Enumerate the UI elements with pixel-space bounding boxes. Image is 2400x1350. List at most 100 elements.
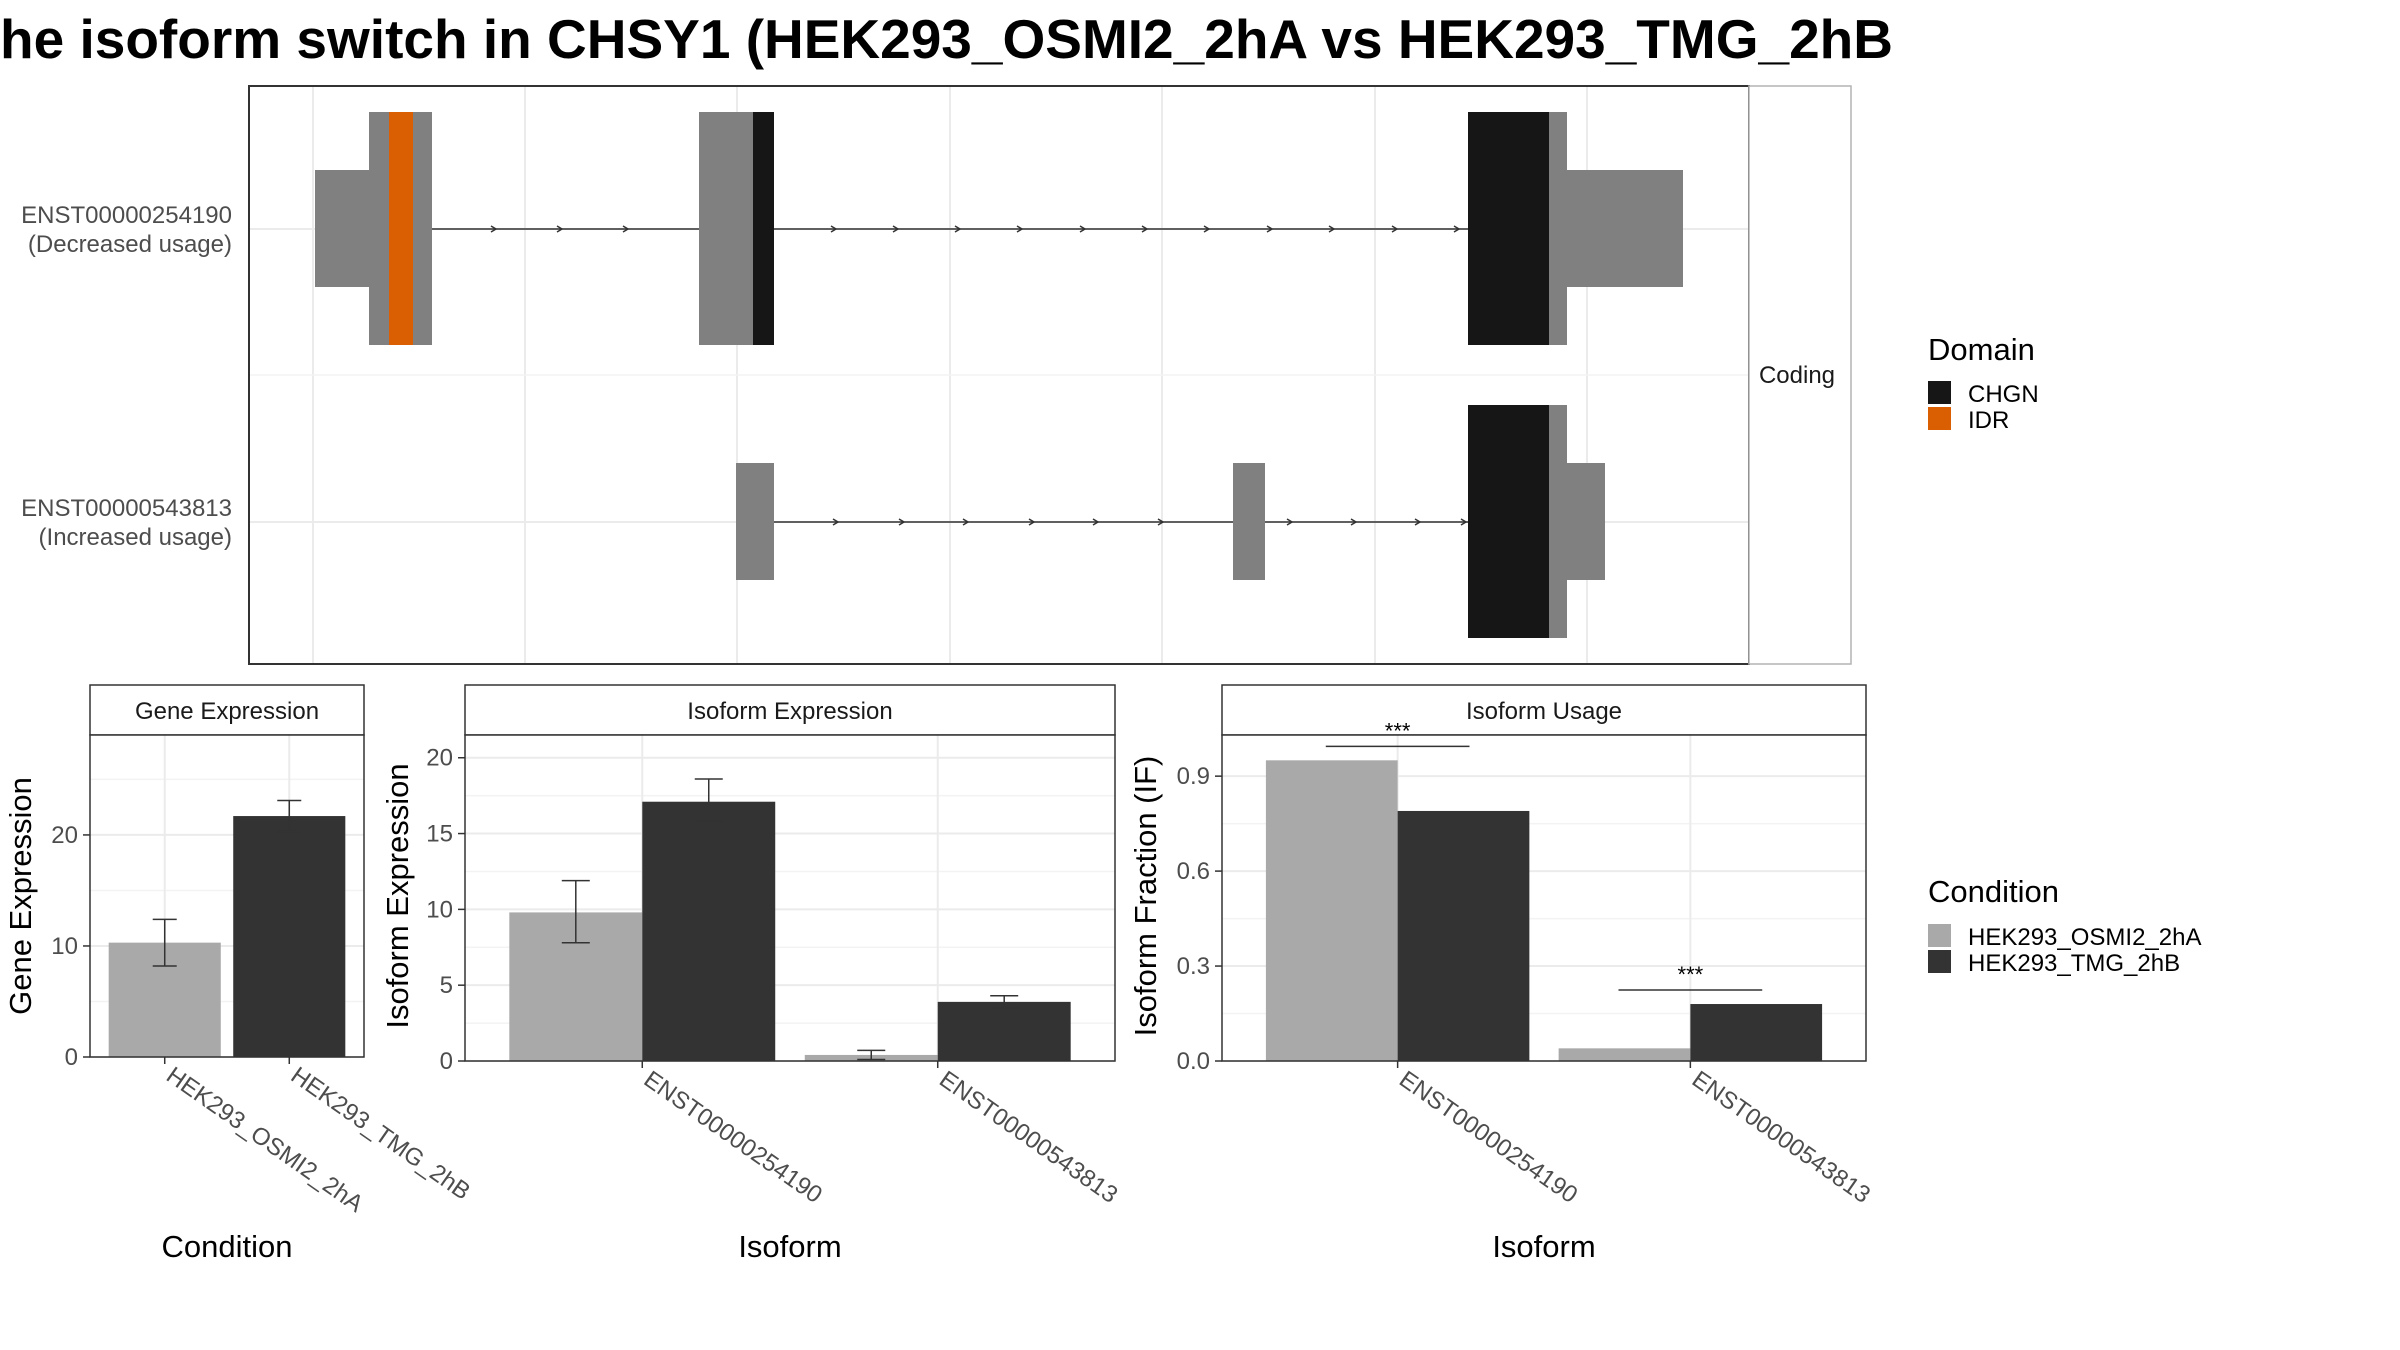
legend-swatch-condition-b: [1928, 950, 1951, 973]
iso-expr-xlabel: Isoform: [738, 1229, 841, 1264]
legend-label-condition-b: HEK293_TMG_2hB: [1968, 950, 2180, 977]
iso-expr-bar: [642, 801, 776, 1061]
transcript-2-track: [736, 405, 1605, 638]
iso-usage-ytick-label: 0.0: [1177, 1048, 1210, 1075]
strand-arrow: [1460, 518, 1468, 526]
strand-arrow: [1391, 225, 1399, 233]
legend-swatch-idr: [1928, 407, 1951, 430]
iso-expr-ytick-label: 15: [426, 821, 453, 848]
strand-arrow: [1286, 518, 1294, 526]
domain-legend-title: Domain: [1928, 332, 2035, 367]
strand-arrow: [832, 518, 840, 526]
transcript-2-utr-5: [736, 463, 774, 580]
strand-arrow: [830, 225, 838, 233]
transcript-1-utr-3: [1567, 170, 1683, 287]
transcript-structure-panel: Coding ENST00000254190 (Decreased usage)…: [21, 85, 1852, 665]
legend-label-chgn: CHGN: [1968, 381, 2039, 408]
strand-arrow: [1016, 225, 1024, 233]
transcript-1-strand-arrows: [490, 225, 1461, 233]
iso-usage-xlabel: Isoform: [1492, 1229, 1595, 1264]
iso-usage-ytick-label: 0.3: [1177, 953, 1210, 980]
iso-usage-ytick-label: 0.6: [1177, 858, 1210, 885]
iso-expr-bar: [937, 1001, 1071, 1061]
iso-expr-ytick-label: 5: [440, 972, 453, 999]
plot-title: he isoform switch in CHSY1 (HEK293_OSMI2…: [0, 8, 1893, 70]
strand-arrow: [1203, 225, 1211, 233]
strand-arrow: [1141, 225, 1149, 233]
gene-expr-strip: [89, 684, 365, 736]
transcript-2-strand-arrows: [832, 518, 1468, 526]
legend-swatch-condition-a: [1928, 924, 1951, 947]
iso-usage-ylabel: Isoform Fraction (IF): [1128, 756, 1163, 1037]
gene-expr-xlabel: Condition: [162, 1229, 293, 1264]
strand-arrow: [1350, 518, 1358, 526]
significance-label: ***: [1385, 718, 1411, 743]
gene-expr-ytick-label: 20: [51, 822, 78, 849]
strand-arrow: [1079, 225, 1087, 233]
legend-label-idr: IDR: [1968, 407, 2009, 434]
iso-usage-ytick-label: 0.9: [1177, 763, 1210, 790]
iso-expr-ylabel: Isoform Expression: [380, 763, 415, 1028]
strand-arrow: [1266, 225, 1274, 233]
transcript-label-1-id: ENST00000254190: [21, 202, 232, 229]
strand-arrow: [1414, 518, 1422, 526]
legend-swatch-chgn: [1928, 381, 1951, 404]
iso-expr-border: [464, 734, 1116, 1062]
strand-arrow: [1453, 225, 1461, 233]
gene-expr-xtick-label: HEK293_OSMI2_2hA: [161, 1062, 368, 1218]
iso-expr-xtick-label: ENST00000543813: [934, 1066, 1122, 1209]
iso-usage-xtick-label: ENST00000254190: [1394, 1066, 1582, 1209]
significance-label: ***: [1678, 962, 1704, 987]
strand-arrow: [1028, 518, 1036, 526]
transcript-1-track: [315, 112, 1683, 345]
strand-arrow: [898, 518, 906, 526]
transcript-1-chgn-domain-b: [1468, 112, 1549, 345]
strand-arrow: [892, 225, 900, 233]
legend-label-condition-a: HEK293_OSMI2_2hA: [1968, 924, 2201, 951]
transcript-label-2-id: ENST00000543813: [21, 495, 232, 522]
transcript-1-utr-5: [315, 170, 371, 287]
domain-legend: Domain CHGN IDR: [1928, 332, 2039, 434]
gene-expr-ylabel: Gene Expression: [3, 777, 38, 1015]
iso-expr-ytick-label: 0: [440, 1048, 453, 1075]
gene-expr-bar: [233, 816, 346, 1057]
iso-usage-bar: [1265, 760, 1398, 1061]
strand-arrow: [1328, 225, 1336, 233]
iso-usage-border: [1221, 734, 1867, 1062]
gene-expr-strip-label: Gene Expression: [135, 698, 319, 725]
iso-expr-ytick-label: 10: [426, 896, 453, 923]
iso-usage-strip-label: Isoform Usage: [1466, 698, 1622, 725]
strand-arrow: [954, 225, 962, 233]
isoform-usage-panel: Isoform Usage 0.0 0.3 0.6 0.9 *** *** ENST00000…: [1128, 684, 1875, 1264]
strand-arrow: [490, 225, 498, 233]
condition-legend-title: Condition: [1928, 874, 2059, 909]
iso-expr-ytick-label: 20: [426, 745, 453, 772]
strand-arrow: [1157, 518, 1165, 526]
iso-expr-strip-label: Isoform Expression: [687, 698, 892, 725]
facet-label-coding: Coding: [1759, 362, 1835, 389]
transcript-1-chgn-domain-a: [753, 112, 774, 345]
strand-arrow: [962, 518, 970, 526]
iso-usage-bar: [1558, 1048, 1691, 1061]
transcript-2-utr-exon: [1233, 463, 1265, 580]
iso-usage-xtick-label: ENST00000543813: [1687, 1066, 1875, 1209]
strand-arrow: [622, 225, 630, 233]
strand-arrow: [1092, 518, 1100, 526]
transcript-1-exon-2: [699, 112, 753, 345]
iso-usage-bar: [1690, 1004, 1823, 1061]
transcript-2-utr-3: [1567, 463, 1605, 580]
facet-strip: [1748, 85, 1852, 665]
iso-expr-strip: [464, 684, 1116, 736]
iso-usage-strip: [1221, 684, 1867, 736]
iso-expr-xtick-label: ENST00000254190: [639, 1066, 827, 1209]
transcript-1-idr-domain: [389, 112, 413, 345]
transcript-label-1-status: (Decreased usage): [28, 231, 232, 258]
condition-legend: Condition HEK293_OSMI2_2hA HEK293_TMG_2h…: [1928, 874, 2201, 977]
iso-usage-bar: [1397, 810, 1530, 1061]
transcript-label-2-status: (Increased usage): [39, 524, 232, 551]
transcript-2-chgn-domain: [1468, 405, 1549, 638]
gene-expr-ytick-label: 0: [65, 1044, 78, 1071]
isoform-expression-panel: Isoform Expression 0 5 10 15 20 ENST0000025419…: [380, 684, 1122, 1264]
gene-expr-ytick-label: 10: [51, 933, 78, 960]
